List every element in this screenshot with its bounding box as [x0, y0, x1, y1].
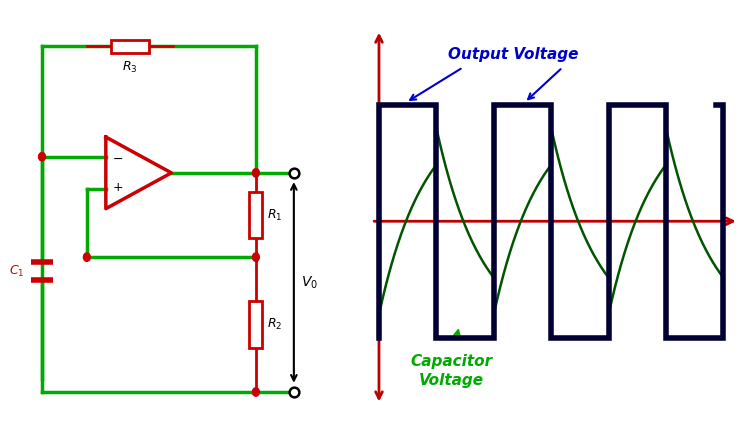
Text: $+$: $+$ — [112, 181, 123, 194]
FancyBboxPatch shape — [249, 301, 262, 348]
Text: $C_1$: $C_1$ — [9, 264, 25, 279]
Text: $V_0$: $V_0$ — [301, 274, 318, 291]
FancyBboxPatch shape — [111, 40, 149, 53]
Text: Output Voltage: Output Voltage — [448, 47, 578, 62]
Text: $R_1$: $R_1$ — [266, 207, 282, 223]
Text: Capacitor
Voltage: Capacitor Voltage — [410, 354, 493, 388]
Circle shape — [253, 169, 260, 177]
Circle shape — [253, 388, 260, 396]
Text: $R_2$: $R_2$ — [266, 317, 282, 332]
Circle shape — [38, 153, 46, 161]
Circle shape — [83, 253, 90, 261]
Circle shape — [253, 253, 260, 261]
Text: $-$: $-$ — [112, 152, 123, 165]
FancyBboxPatch shape — [249, 192, 262, 238]
Text: $R_3$: $R_3$ — [122, 60, 138, 75]
